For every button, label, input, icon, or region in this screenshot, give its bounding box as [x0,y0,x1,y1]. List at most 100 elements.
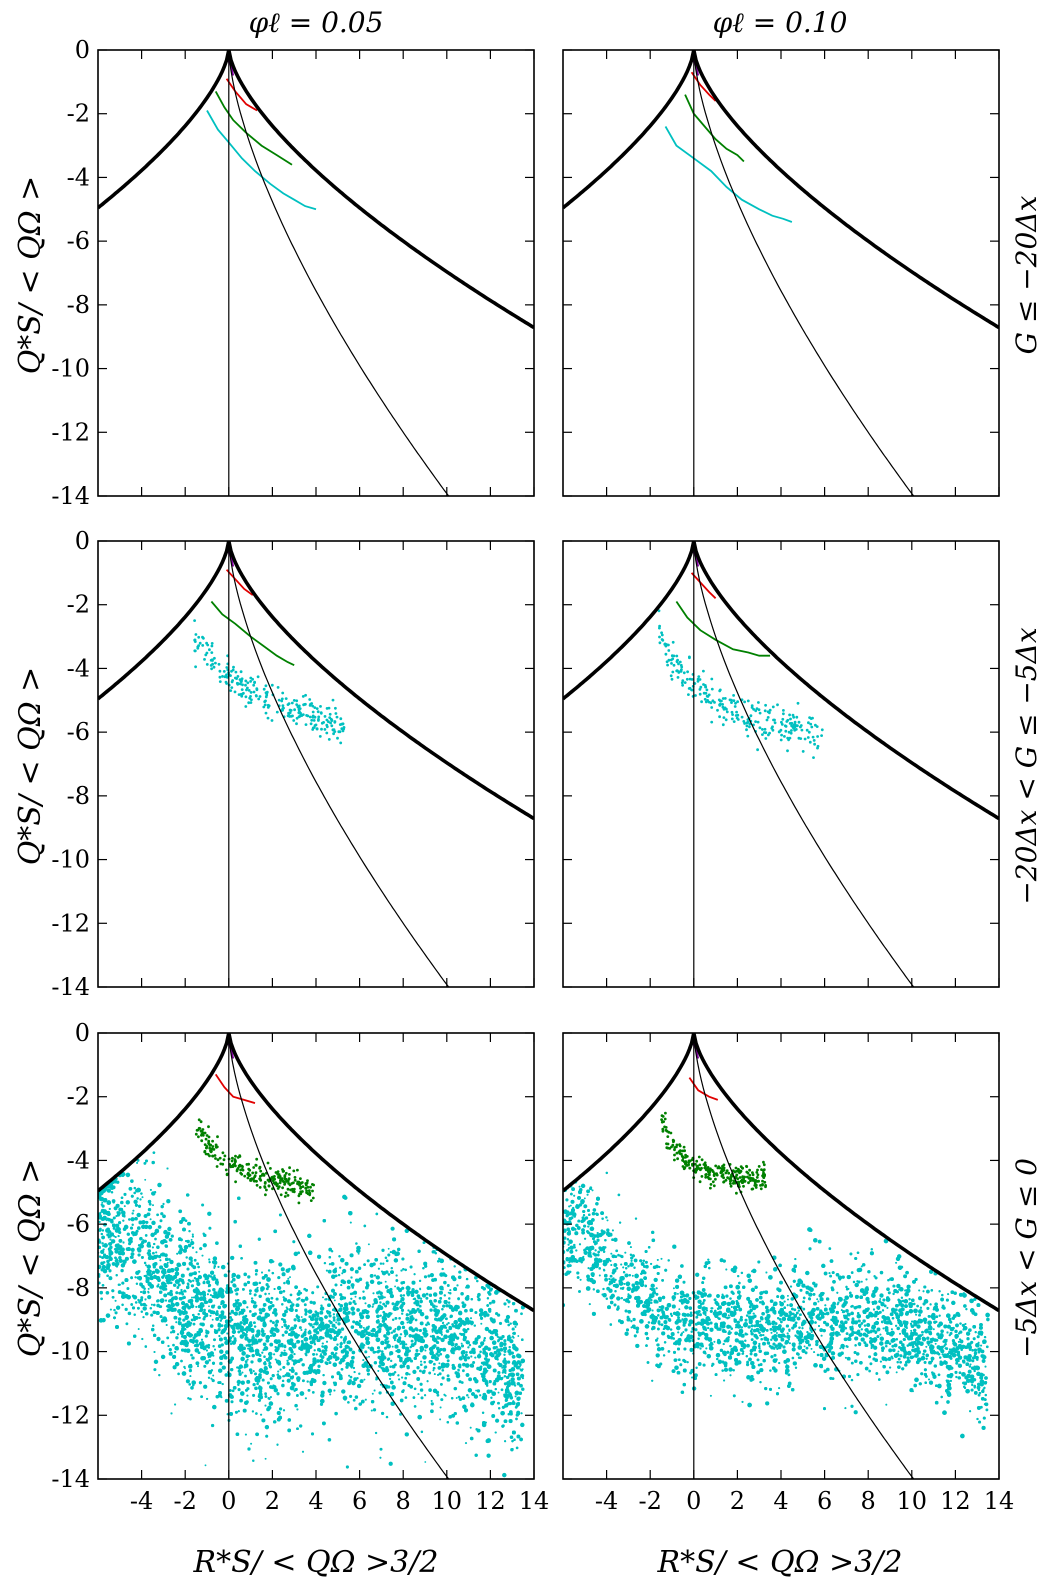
data-point [417,1296,421,1300]
data-point [197,1118,201,1122]
data-point [252,690,256,694]
data-point [451,1363,455,1367]
data-point [195,1361,200,1366]
data-point [463,1404,465,1407]
data-point [238,1163,242,1167]
data-point [411,1328,416,1333]
data-point [327,1303,331,1308]
data-point [188,1261,193,1266]
data-point [240,692,244,696]
data-point [511,1301,516,1306]
data-point [292,1190,296,1194]
data-point [172,1354,177,1359]
data-point [244,1400,249,1405]
data-point [285,1268,290,1273]
data-point [329,721,332,725]
data-point [231,1272,236,1278]
data-point [192,1296,195,1299]
series-red-line [225,569,254,596]
data-point [456,1284,459,1287]
data-point [707,700,711,704]
data-point [156,1336,161,1342]
data-point [230,1318,234,1322]
data-point [145,1159,148,1163]
data-point [422,1355,427,1360]
panel-1-0: 0-2-4-6-8-10-12-14 [51,527,535,1001]
data-point [153,1368,157,1372]
data-point [473,1394,479,1399]
data-point [467,1396,470,1399]
data-point [358,1319,362,1323]
data-point [495,1418,500,1423]
data-point [383,1296,386,1299]
data-point [188,1272,193,1277]
data-point [147,1287,150,1290]
data-point [220,1310,225,1315]
data-point [295,703,299,706]
data-point [404,1376,408,1380]
data-point [755,707,759,710]
data-point [748,722,752,726]
data-point [249,691,253,694]
data-point [354,1278,359,1283]
data-point [311,710,315,714]
data-point [340,1327,345,1331]
data-point [218,669,222,673]
data-point [190,1284,194,1288]
data-point [303,1303,307,1307]
data-point [399,1294,403,1297]
data-point [247,1343,252,1347]
data-point [284,1373,288,1377]
data-point [419,1349,423,1353]
data-point [295,716,299,720]
row-label-2: −5Δx < G ≤ 0 [1010,1158,1043,1358]
data-point [696,679,700,683]
data-point [331,1274,336,1279]
data-point [413,1356,417,1361]
data-point [743,722,746,725]
data-point [204,1137,208,1141]
data-point [267,704,271,708]
data-point [346,1285,351,1290]
data-point [446,1420,450,1424]
data-point [197,1135,200,1139]
data-point [462,1362,466,1367]
data-point [239,670,243,674]
data-point [763,727,767,731]
data-point [467,1341,471,1344]
data-point [304,1186,308,1190]
data-point [464,1309,468,1313]
data-point [468,1377,473,1382]
data-point [686,670,689,674]
data-point [444,1394,447,1397]
data-point [807,721,810,725]
data-point [508,1346,511,1349]
data-point [717,698,721,702]
data-point [137,1298,140,1302]
data-point [396,1338,402,1343]
data-point [149,1306,153,1310]
data-point [217,1368,223,1373]
y-tick-label: -12 [51,418,90,446]
data-point [207,1356,210,1359]
data-point [474,1310,478,1315]
data-point [239,680,243,683]
data-point [243,1174,247,1178]
data-point [214,1331,218,1335]
data-point [189,1280,192,1283]
data-point [274,1171,278,1174]
data-point [159,1219,163,1223]
data-point [447,1301,451,1304]
data-point [687,693,690,696]
data-point [252,1393,256,1397]
data-point [242,1408,247,1413]
data-point [704,700,708,704]
data-point [204,1464,207,1467]
data-point [230,1309,234,1314]
data-point [348,1347,353,1352]
data-point [253,1179,257,1183]
data-point [212,665,216,669]
data-point [313,1343,316,1346]
data-point [166,1303,172,1309]
data-point [371,1305,374,1308]
